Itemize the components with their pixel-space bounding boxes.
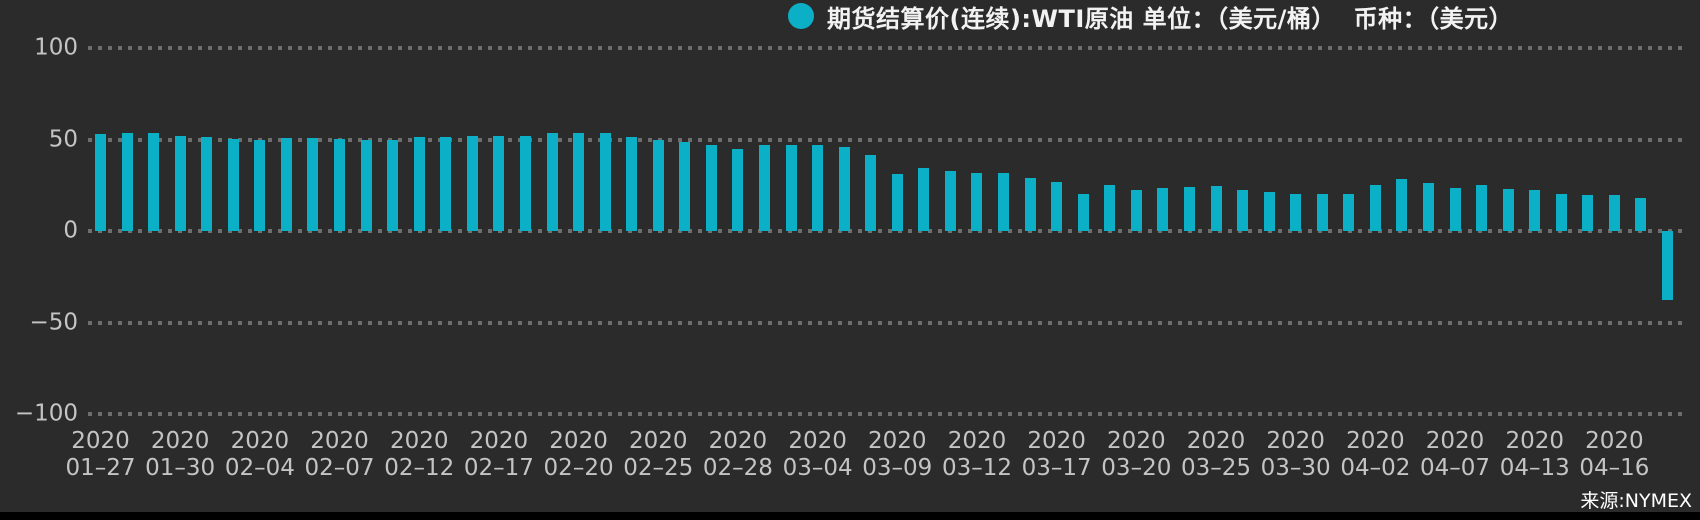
- bar-02-17: [493, 135, 505, 231]
- bar-03-09: [891, 174, 903, 231]
- bar-03-10: [918, 168, 930, 231]
- bar-02-13: [440, 136, 452, 231]
- x-axis-tick-label: 2020 02–07: [304, 428, 375, 481]
- bar-03-16: [1024, 178, 1036, 231]
- bar-04-15: [1582, 194, 1594, 231]
- bar-04-01: [1343, 193, 1355, 231]
- bar-04-02: [1369, 184, 1381, 231]
- bar-02-26: [679, 141, 691, 231]
- legend-label: 期货结算价(连续):WTI原油 单位：（美元/桶） 币种：（美元）: [827, 4, 1514, 33]
- bottom-divider: [0, 512, 1700, 520]
- gridline-y-50: [88, 320, 1685, 325]
- y-axis-tick-label: −50: [29, 309, 78, 335]
- legend[interactable]: 期货结算价(连续):WTI原油 单位：（美元/桶） 币种：（美元）: [788, 1, 1514, 33]
- bar-04-07: [1449, 187, 1461, 231]
- bar-02-25: [652, 139, 664, 231]
- bar-02-24: [626, 136, 638, 231]
- x-axis-tick-label: 2020 03–25: [1180, 428, 1252, 481]
- bar-03-04: [812, 145, 824, 231]
- bar-03-24: [1183, 187, 1195, 231]
- bar-04-17: [1635, 197, 1647, 231]
- bar-04-03: [1396, 179, 1408, 231]
- bar-02-21: [599, 133, 611, 231]
- y-axis-tick-label: 50: [48, 126, 78, 152]
- x-axis-tick-label: 2020 03–30: [1260, 428, 1331, 481]
- legend-marker-icon: [788, 3, 814, 29]
- source-label: 来源:NYMEX: [1580, 490, 1692, 512]
- x-axis-tick-label: 2020 03–09: [862, 428, 933, 481]
- bar-04-06: [1423, 183, 1434, 231]
- bar-01-31: [201, 136, 213, 231]
- x-axis-tick-label: 2020 01–30: [145, 428, 216, 481]
- x-axis-tick-label: 2020 03–17: [1021, 428, 1092, 481]
- bar-03-06: [865, 155, 877, 231]
- x-axis-tick-label: 2020 02–20: [543, 428, 614, 481]
- bar-02-05: [280, 138, 292, 231]
- bar-02-12: [413, 137, 425, 231]
- bar-01-29: [148, 133, 160, 231]
- x-axis-tick-label: 2020 04–16: [1579, 428, 1650, 481]
- bar-02-28: [732, 149, 744, 231]
- bar-04-16: [1608, 194, 1620, 231]
- gridline-y0: [88, 229, 1685, 233]
- bar-03-23: [1157, 188, 1169, 231]
- bar-04-14: [1555, 194, 1567, 231]
- x-axis-tick-label: 2020 03–04: [782, 428, 853, 481]
- x-axis-tick-label: 2020 04–02: [1340, 428, 1411, 481]
- gridline-y-100: [88, 412, 1685, 416]
- x-axis-tick-label: 2020 02–28: [702, 428, 773, 481]
- bar-01-27: [95, 133, 106, 231]
- x-axis-tick-label: 2020 03–20: [1101, 428, 1172, 481]
- bar-03-25: [1210, 186, 1222, 231]
- x-axis-tick-label: 2020 01–27: [65, 428, 136, 481]
- x-axis-tick-label: 2020 02–04: [224, 428, 295, 481]
- bar-03-03: [785, 144, 797, 231]
- bar-01-30: [174, 135, 186, 231]
- bar-02-11: [387, 139, 399, 231]
- bar-04-13: [1529, 189, 1541, 231]
- bar-02-19: [546, 133, 558, 231]
- bar-02-04: [254, 140, 266, 231]
- bar-04-09: [1502, 189, 1514, 231]
- x-axis-tick-label: 2020 02–12: [384, 428, 455, 481]
- bar-03-18: [1077, 193, 1089, 231]
- y-axis-tick-label: −100: [14, 400, 78, 427]
- bar-03-26: [1237, 189, 1249, 231]
- bar-02-18: [519, 135, 531, 231]
- bar-03-02: [759, 145, 770, 231]
- bar-03-05: [838, 147, 850, 231]
- bar-04-08: [1476, 185, 1488, 231]
- bar-02-06: [307, 137, 319, 231]
- x-axis-tick-label: 2020 02–25: [623, 428, 694, 481]
- y-axis-tick-label: 0: [63, 217, 78, 244]
- bar-01-28: [121, 133, 133, 231]
- bar-02-10: [360, 140, 372, 231]
- bar-02-27: [705, 144, 717, 231]
- bar-03-13: [998, 172, 1010, 231]
- bar-02-14: [466, 135, 478, 231]
- bar-03-19: [1104, 184, 1116, 231]
- x-axis-tick-label: 2020 04–07: [1420, 428, 1491, 481]
- bar-03-17: [1051, 181, 1063, 231]
- bar-03-12: [971, 173, 983, 231]
- bar-03-31: [1316, 193, 1328, 231]
- bar-02-20: [573, 132, 585, 231]
- y-axis-tick-label: 100: [34, 34, 78, 61]
- bar-03-20: [1130, 189, 1142, 231]
- bar-04-20: [1662, 231, 1674, 300]
- x-axis-tick-label: 2020 04–13: [1499, 428, 1570, 481]
- bar-03-27: [1263, 191, 1275, 231]
- bar-02-03: [227, 139, 239, 231]
- bar-03-11: [944, 170, 956, 231]
- x-axis-tick-label: 2020 03–12: [941, 428, 1012, 481]
- bar-02-07: [334, 138, 346, 231]
- x-axis-tick-label: 2020 02–17: [463, 428, 534, 481]
- gridline-y100: [88, 46, 1685, 50]
- bar-03-30: [1290, 194, 1302, 231]
- gridline-y50: [88, 137, 1685, 142]
